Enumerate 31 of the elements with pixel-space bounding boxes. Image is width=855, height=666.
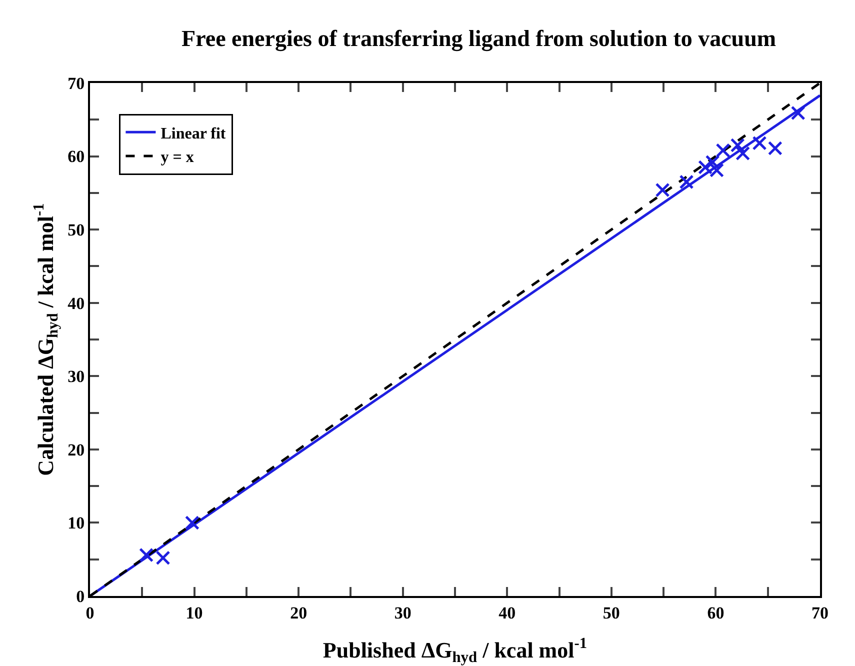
point [716, 143, 730, 158]
point [705, 154, 720, 170]
x-tick-label: 50 [602, 603, 620, 622]
legend-label: Linear fit [160, 125, 226, 142]
x-tick-label: 70 [812, 603, 828, 622]
y-tick-label: 10 [68, 514, 85, 533]
x-tick-label: 40 [498, 603, 516, 622]
y-tick-label: 20 [68, 440, 85, 460]
chart-title: Free energies of transferring ligand from solution to vacuum [182, 26, 776, 52]
y-tick-label: 50 [68, 220, 85, 240]
x-tick-label: 20 [290, 603, 308, 622]
y-tick-label: 0 [76, 586, 85, 606]
point [730, 138, 745, 153]
point [184, 515, 200, 530]
point [752, 136, 767, 150]
point [655, 182, 670, 198]
y-tick-label: 40 [68, 294, 85, 313]
y-tick-label: 70 [68, 74, 85, 93]
y-tick-label: 30 [68, 367, 85, 386]
point [790, 106, 806, 120]
point [139, 548, 154, 562]
x-tick-label: 60 [707, 603, 724, 622]
x-axis-title: Published ΔG$_{hyd}$ / kcal mol$^{-1}$ [322, 635, 588, 666]
point [768, 140, 782, 156]
y-tick-label: 60 [68, 147, 85, 166]
x-tick-label: 30 [394, 603, 412, 622]
legend-label: y = x [160, 149, 194, 166]
x-tick-label: 10 [186, 603, 203, 622]
point [736, 146, 750, 161]
point [679, 174, 694, 190]
point [156, 550, 170, 566]
